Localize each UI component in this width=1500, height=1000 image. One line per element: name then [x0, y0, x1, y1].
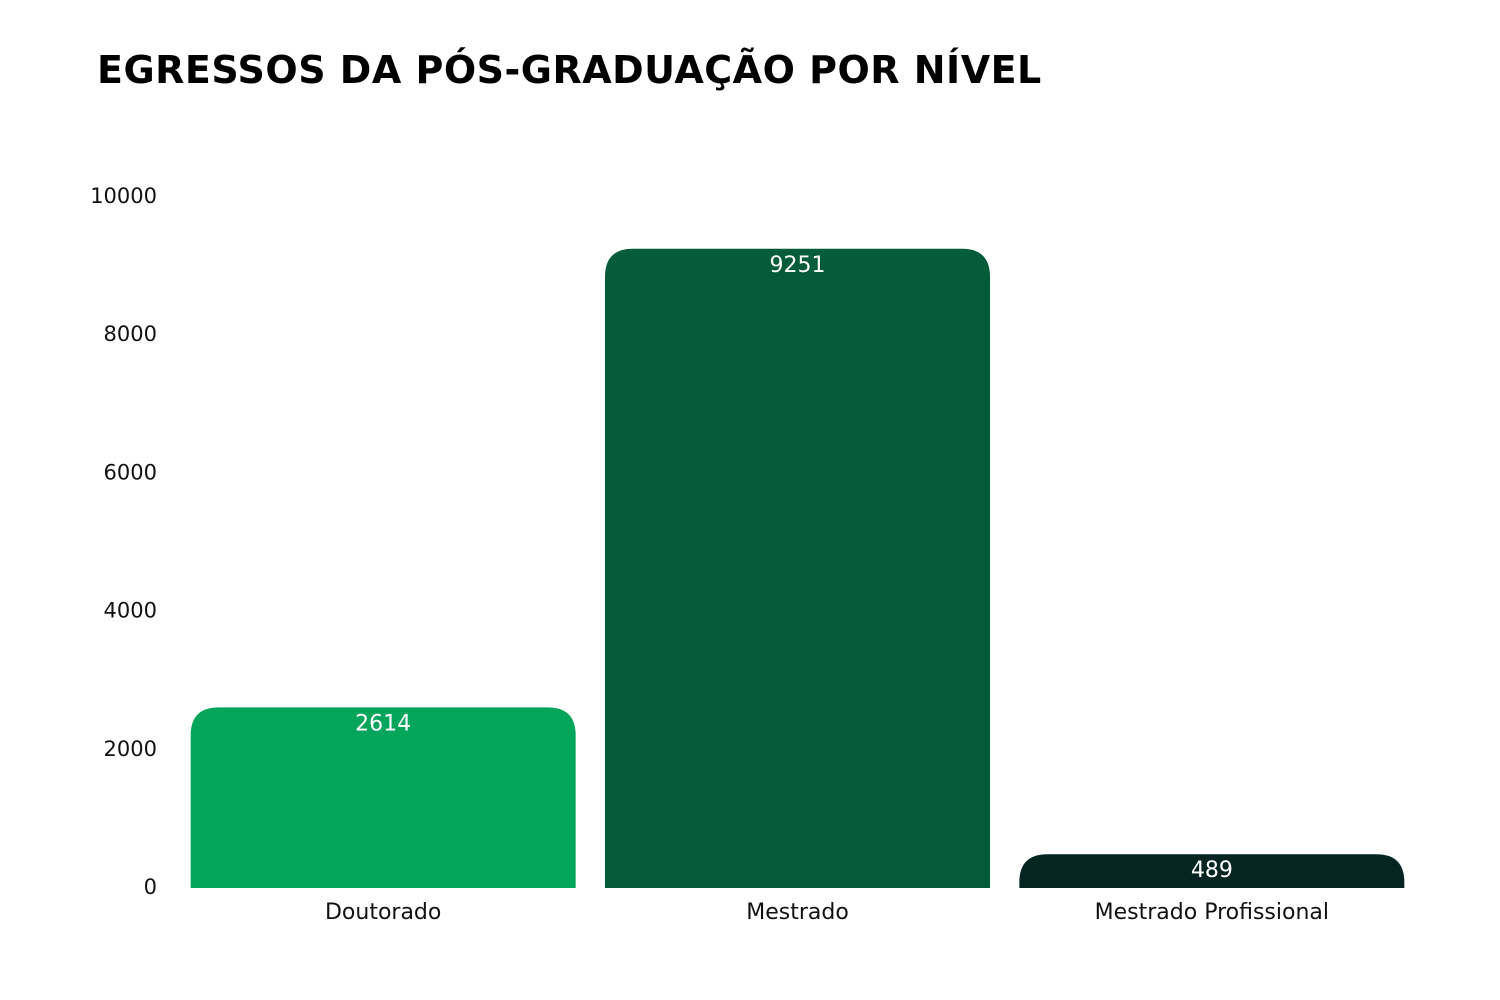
- y-tick-label: 4000: [104, 599, 157, 623]
- bar-mestrado: [605, 248, 990, 888]
- bar-doutorado: [190, 707, 576, 888]
- bar-mestrado-profissional: [1019, 854, 1405, 888]
- bars-group: [190, 248, 1405, 888]
- data-label: 489: [1191, 858, 1233, 883]
- y-tick-label: 2000: [104, 737, 157, 761]
- data-label: 2614: [355, 711, 411, 736]
- x-category-label: Doutorado: [325, 900, 441, 925]
- y-tick-label: 0: [144, 875, 157, 899]
- x-category-label: Mestrado: [746, 900, 849, 925]
- x-axis-labels: Doutorado Mestrado Mestrado Profissional: [325, 900, 1329, 925]
- y-tick-label: 8000: [104, 322, 157, 346]
- data-labels-group: 2614 9251 489: [355, 253, 1233, 883]
- chart-title: EGRESSOS DA PÓS-GRADUAÇÃO POR NÍVEL: [97, 48, 1042, 92]
- y-tick-label: 6000: [104, 460, 157, 484]
- data-label: 9251: [770, 253, 826, 278]
- x-category-label: Mestrado Profissional: [1095, 900, 1329, 925]
- y-axis-ticks: 0 2000 4000 6000 8000 10000: [90, 184, 157, 899]
- y-tick-label: 10000: [90, 184, 157, 208]
